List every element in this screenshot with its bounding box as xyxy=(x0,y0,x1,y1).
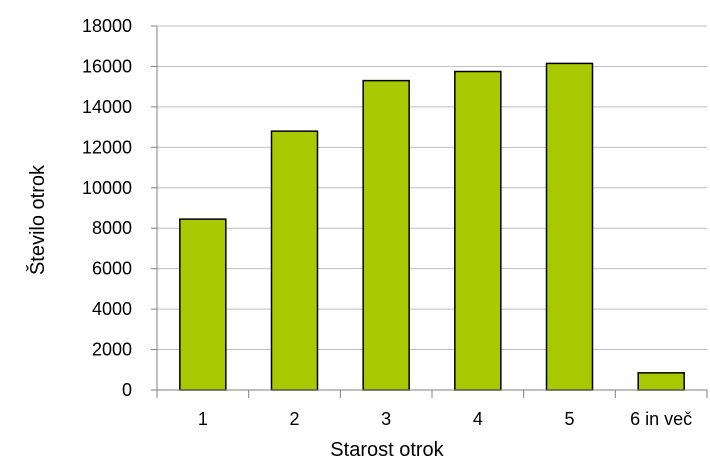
x-tick-label: 5 xyxy=(564,409,574,429)
bar xyxy=(179,218,227,391)
y-tick-label: 10000 xyxy=(82,178,132,198)
bar xyxy=(545,62,594,391)
y-tick-label: 12000 xyxy=(82,137,132,157)
y-tick-label: 2000 xyxy=(92,340,132,360)
bar xyxy=(270,130,319,391)
y-tick-label: 8000 xyxy=(92,218,132,238)
x-tick-label: 2 xyxy=(289,409,299,429)
gridlines xyxy=(157,25,707,351)
y-tick-label: 6000 xyxy=(92,259,132,279)
x-tick-label: 3 xyxy=(381,409,391,429)
bar xyxy=(454,70,502,391)
x-tick-label: 4 xyxy=(473,409,483,429)
y-tick-label: 16000 xyxy=(82,56,132,76)
x-axis-title: Starost otrok xyxy=(330,439,444,461)
y-tick-labels: 0 2000 4000 6000 8000 10000 12000 14000 16000 180… xyxy=(82,16,132,400)
y-tick-label: 18000 xyxy=(82,16,132,36)
x-tick-label: 1 xyxy=(198,409,208,429)
y-tick-label: 14000 xyxy=(82,97,132,117)
x-tick-label: 6 in več xyxy=(630,409,692,429)
bar xyxy=(362,79,410,391)
y-axis-title: Število otrok xyxy=(26,164,49,275)
y-tick-label: 4000 xyxy=(92,299,132,319)
y-tick-label: 0 xyxy=(122,380,132,400)
axes xyxy=(151,25,708,398)
bar xyxy=(637,372,685,391)
x-tick-labels: 1 2 3 4 5 6 in več xyxy=(198,409,692,429)
bars xyxy=(179,62,685,391)
